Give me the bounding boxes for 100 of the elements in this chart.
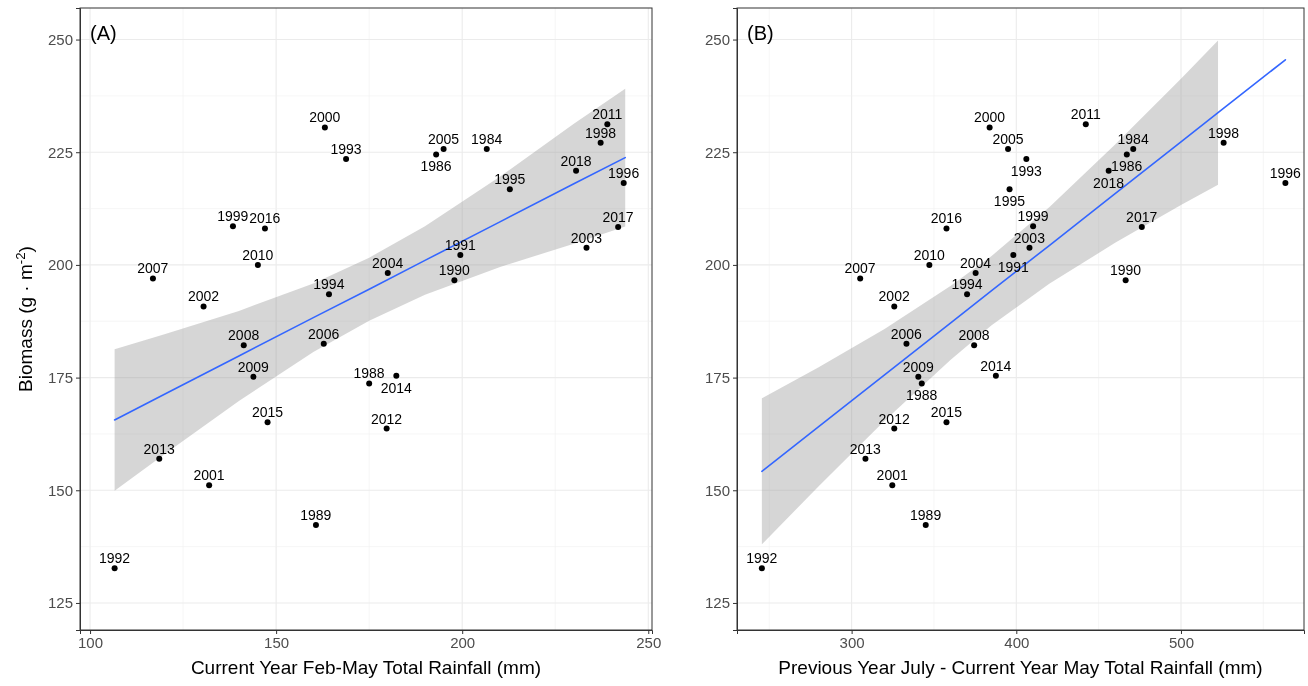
point [433, 151, 440, 158]
point [156, 455, 163, 462]
point [261, 225, 268, 232]
annotation: 1999 [1017, 208, 1049, 225]
point [320, 340, 327, 347]
annotation: 2006 [308, 325, 340, 342]
annotation: 2014 [380, 379, 413, 396]
annotation: 2001 [193, 467, 225, 484]
point [964, 291, 971, 298]
point [200, 303, 207, 310]
point [573, 167, 580, 174]
point [889, 482, 896, 489]
annotation: 2013 [143, 440, 175, 457]
point [1005, 146, 1012, 153]
annotation: 2016 [930, 210, 963, 227]
annotation: 2008 [958, 327, 990, 344]
annotation: 2004 [372, 255, 404, 272]
annotation: 1996 [608, 164, 640, 181]
point [1220, 139, 1227, 146]
point [943, 225, 950, 232]
annotation: 1994 [313, 276, 345, 293]
annotation: 2003 [1013, 229, 1046, 246]
annotation: 1992 [98, 550, 131, 567]
point [891, 303, 898, 310]
annotation: 1994 [951, 276, 983, 293]
point [264, 419, 271, 426]
x-tick-label: 100 [78, 633, 104, 651]
point [1023, 155, 1030, 162]
point [857, 275, 864, 282]
annotation: 2010 [913, 246, 946, 263]
y-tick-label: 225 [704, 143, 730, 161]
y-tick-label: 175 [47, 368, 73, 386]
point [918, 380, 925, 387]
annotation: 2007 [137, 260, 169, 277]
point [343, 155, 350, 162]
y-tick-label: 200 [704, 256, 730, 274]
point [321, 124, 328, 131]
annotation: 2017 [602, 209, 634, 226]
annotation: 1984 [1117, 131, 1149, 148]
annotation: 2002 [878, 288, 910, 305]
point [312, 521, 319, 528]
point [1130, 146, 1137, 153]
point [972, 270, 979, 277]
point [506, 186, 513, 193]
point [758, 565, 765, 572]
point [915, 373, 922, 380]
annotation: 2011 [592, 106, 623, 123]
point [384, 270, 391, 277]
annotation: 2011 [1070, 106, 1101, 123]
annotation: 2014 [980, 357, 1012, 374]
point [992, 372, 999, 379]
point [862, 455, 869, 462]
point [922, 521, 929, 528]
annotation: 1993 [1010, 162, 1043, 179]
annotation: 1990 [438, 262, 471, 279]
annotation: 2009 [237, 358, 270, 375]
point [604, 121, 611, 128]
point [254, 261, 261, 268]
annotation: 1993 [330, 140, 362, 157]
point [206, 482, 213, 489]
annotation: 2012 [370, 410, 403, 427]
y-tick-label: 175 [704, 368, 730, 386]
annotation: 1996 [1269, 164, 1302, 181]
point [986, 124, 993, 131]
annotation: 1999 [217, 208, 249, 225]
point [615, 224, 622, 231]
y-tick-label: 125 [704, 594, 730, 612]
annotation: 2004 [959, 255, 992, 272]
point [1105, 167, 1112, 174]
point [1122, 277, 1129, 284]
point [1123, 151, 1130, 158]
point [229, 223, 236, 230]
x-tick-label: 400 [1004, 633, 1030, 651]
annotation: 2007 [844, 260, 876, 277]
annotation: 1984 [471, 131, 503, 148]
y-tick-label: 250 [47, 30, 73, 48]
annotation: 1988 [353, 365, 385, 382]
point [240, 342, 247, 349]
y-tick-label: 225 [47, 143, 73, 161]
annotation: 2000 [973, 109, 1006, 126]
annotation: 1989 [910, 506, 942, 523]
y-tick-label: 150 [704, 481, 730, 499]
annotation: 2015 [930, 404, 963, 421]
annotation: 2016 [249, 210, 281, 227]
point [440, 146, 447, 153]
text: (B) [747, 22, 774, 44]
point [451, 277, 458, 284]
annotation: 2012 [878, 410, 910, 427]
y-tick-label: 200 [47, 256, 73, 274]
point [457, 252, 464, 258]
point [943, 419, 950, 426]
annotation: 1995 [993, 193, 1026, 210]
point [1082, 121, 1089, 128]
annotation: 1986 [420, 158, 452, 175]
point [1138, 224, 1145, 231]
x-axis-title: Previous Year July - Current Year May Total Rainfall (mm) [778, 657, 1263, 678]
point [366, 380, 373, 387]
point [250, 373, 257, 380]
point [149, 275, 156, 282]
x-tick-label: 300 [839, 633, 865, 651]
